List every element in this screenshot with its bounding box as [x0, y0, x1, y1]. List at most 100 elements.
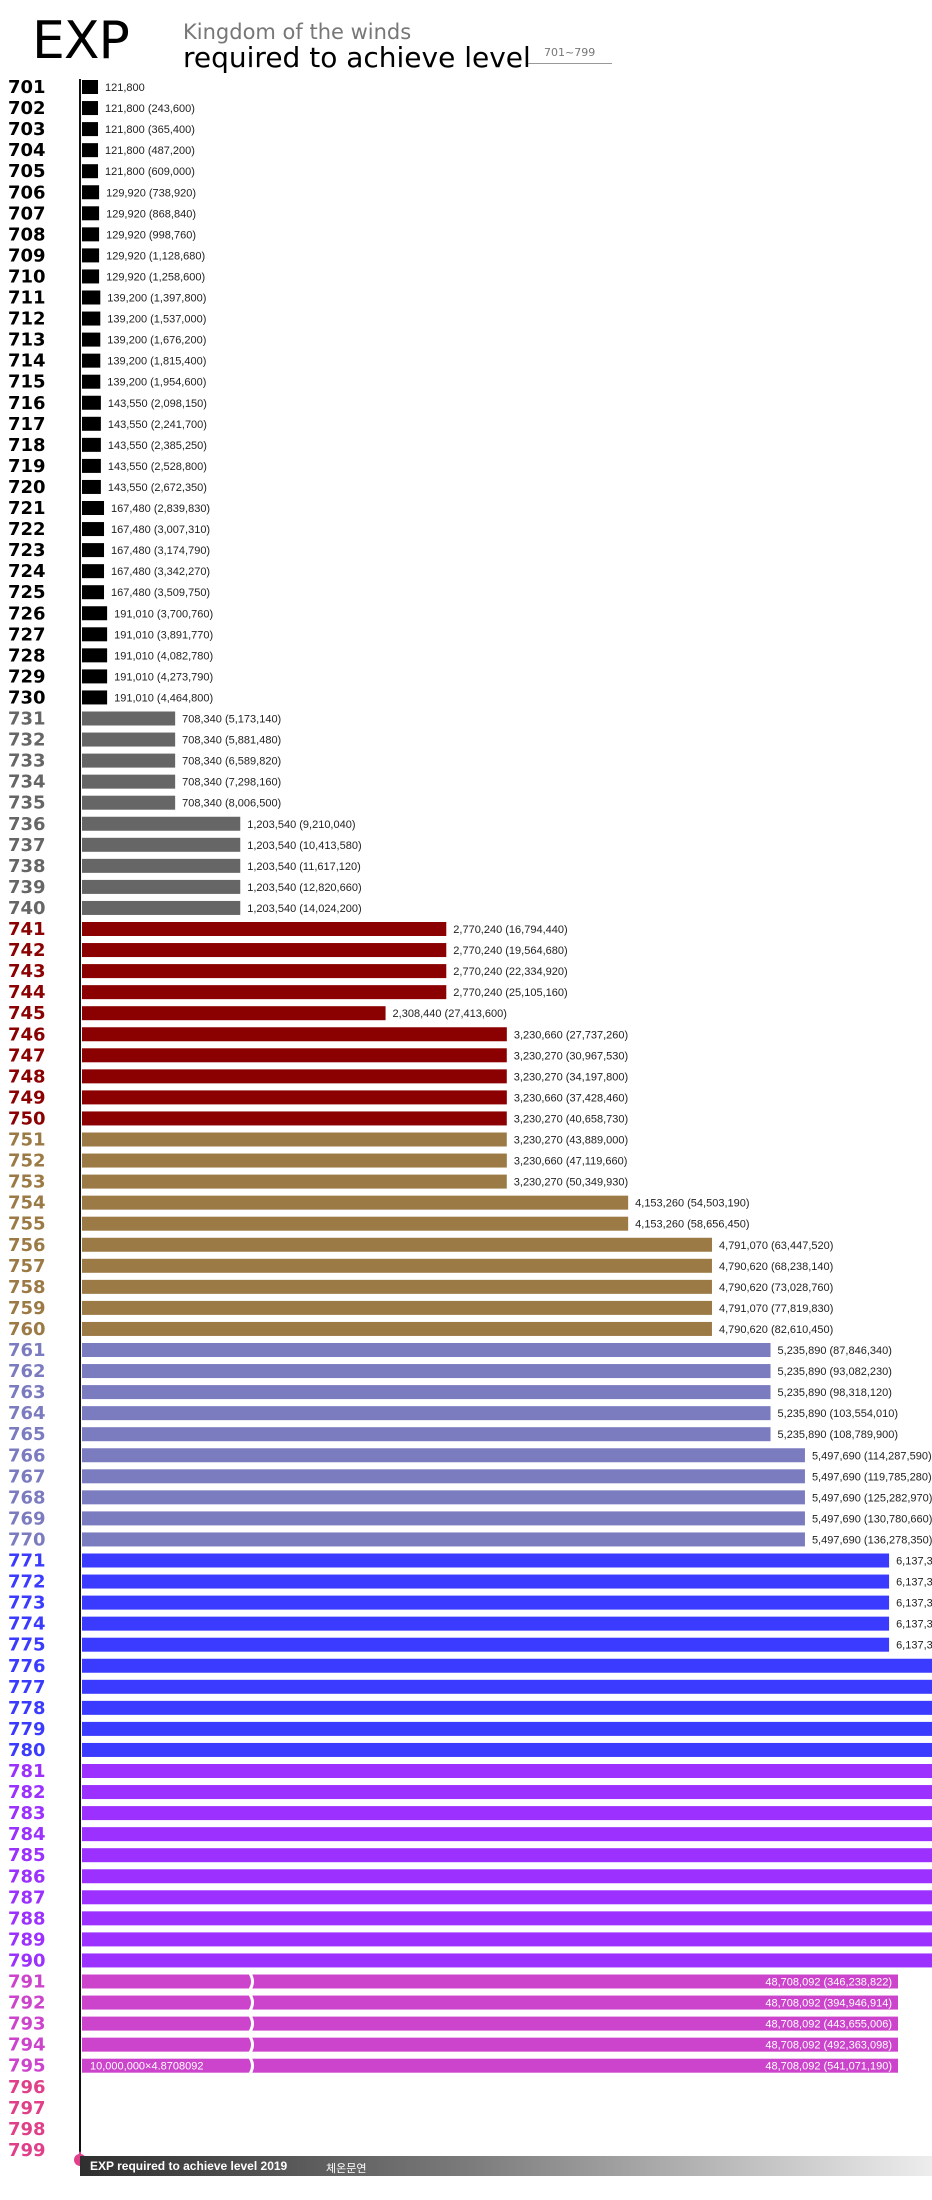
bar: [82, 2016, 898, 2031]
level-label: 787: [8, 1887, 46, 1908]
bar: [82, 227, 100, 242]
data-label: 167,480 (3,174,790): [111, 545, 210, 557]
data-label: 2,770,240 (22,334,920): [453, 966, 567, 978]
bar: [82, 1300, 713, 1315]
bar: [82, 816, 241, 831]
data-label: 139,200 (1,815,400): [107, 356, 206, 368]
level-label: 761: [8, 1340, 46, 1361]
formula-label: 10,000,000×4.8708092: [90, 2061, 203, 2073]
level-label: 719: [8, 456, 46, 477]
level-label: 797: [8, 2098, 46, 2119]
level-label: 710: [8, 266, 46, 287]
data-label: 143,550 (2,241,700): [108, 419, 207, 431]
level-label: 774: [8, 1614, 46, 1635]
bar: [82, 1427, 771, 1442]
level-label: 705: [8, 161, 46, 182]
bar: [82, 1785, 932, 1800]
bar: [82, 1174, 507, 1189]
level-label: 783: [8, 1803, 46, 1824]
bar: [82, 753, 176, 768]
level-label: 773: [8, 1593, 46, 1614]
data-label: 121,800 (243,600): [105, 103, 195, 115]
data-label: 1,203,540 (10,413,580): [247, 840, 361, 852]
data-label: 129,920 (868,840): [106, 208, 196, 220]
level-label: 724: [8, 561, 46, 582]
level-label: 781: [8, 1761, 46, 1782]
bar: [82, 1406, 771, 1421]
data-label: 2,770,240 (19,564,680): [453, 945, 567, 957]
level-label: 746: [8, 1024, 46, 1045]
level-label: 786: [8, 1866, 46, 1887]
level-label: 735: [8, 793, 46, 814]
data-label: 2,770,240 (25,105,160): [453, 987, 567, 999]
chart-header: EXP Kingdom of the winds required to ach…: [0, 0, 932, 80]
bar: [82, 1027, 507, 1042]
bar: [82, 80, 99, 94]
level-label: 785: [8, 1845, 46, 1866]
level-label: 776: [8, 1656, 46, 1677]
data-label: 5,235,890 (108,789,900): [778, 1429, 899, 1441]
data-label: 5,235,890 (103,554,010): [778, 1408, 899, 1420]
bar: [82, 1616, 890, 1631]
footer-bar: EXP required to achieve level 2019 체온문연: [80, 2156, 932, 2176]
data-label: 1,203,540 (11,617,120): [247, 861, 361, 873]
bar: [82, 1595, 890, 1610]
level-label: 763: [8, 1382, 46, 1403]
data-label: 1,203,540 (9,210,040): [247, 819, 355, 831]
level-label: 747: [8, 1045, 46, 1066]
bar: [82, 1195, 629, 1210]
bar: [82, 964, 447, 979]
data-label: 139,200 (1,676,200): [107, 335, 206, 347]
level-label: 738: [8, 856, 46, 877]
bar: [82, 1469, 805, 1484]
level-label: 790: [8, 1950, 46, 1971]
bar: [82, 1806, 932, 1821]
level-label: 701: [8, 77, 46, 98]
bar: [82, 1216, 629, 1231]
bar: [82, 732, 176, 747]
data-label: 4,790,620 (68,238,140): [719, 1261, 833, 1273]
bar: [82, 627, 108, 642]
level-label: 736: [8, 814, 46, 835]
level-label: 798: [8, 2119, 46, 2140]
chart-title: required to achieve level: [183, 41, 531, 74]
title-underline: [528, 63, 612, 64]
data-label: 191,010 (3,891,770): [114, 629, 213, 641]
level-label: 726: [8, 603, 46, 624]
level-label: 793: [8, 2014, 46, 2035]
level-label: 753: [8, 1172, 46, 1193]
data-label: 4,790,620 (73,028,760): [719, 1282, 833, 1294]
level-label: 706: [8, 182, 46, 203]
bar: [82, 1532, 805, 1547]
data-label: 143,550 (2,385,250): [108, 440, 207, 452]
level-label: 714: [8, 351, 46, 372]
data-label: 6,137,380 (148,553,110): [896, 1577, 932, 1589]
data-label: 708,340 (7,298,160): [182, 777, 281, 789]
bar: [82, 143, 99, 158]
data-label: 6,137,380 (142,415,730): [896, 1556, 932, 1568]
level-label: 721: [8, 498, 46, 519]
level-label: 727: [8, 624, 46, 645]
level-range: 701~799: [544, 46, 596, 59]
bar: [82, 248, 100, 263]
level-label: 741: [8, 919, 46, 940]
data-label: 129,920 (738,920): [106, 187, 196, 199]
level-label: 744: [8, 982, 46, 1003]
bar: [82, 1090, 507, 1105]
bar: [82, 416, 101, 431]
level-label: 718: [8, 435, 46, 456]
bar: [82, 1343, 771, 1357]
bar: [82, 1974, 898, 1989]
level-label: 742: [8, 940, 46, 961]
bar: [82, 458, 101, 473]
level-label: 766: [8, 1445, 46, 1466]
level-label: 751: [8, 1130, 46, 1151]
data-label: 167,480 (3,007,310): [111, 524, 210, 536]
data-label: 3,230,660 (37,428,460): [514, 1092, 628, 1104]
level-label: 739: [8, 877, 46, 898]
data-label: 129,920 (998,760): [106, 229, 196, 241]
level-label: 743: [8, 961, 46, 982]
data-label: 129,920 (1,258,600): [106, 271, 205, 283]
bar: [82, 290, 101, 305]
level-label: 789: [8, 1929, 46, 1950]
